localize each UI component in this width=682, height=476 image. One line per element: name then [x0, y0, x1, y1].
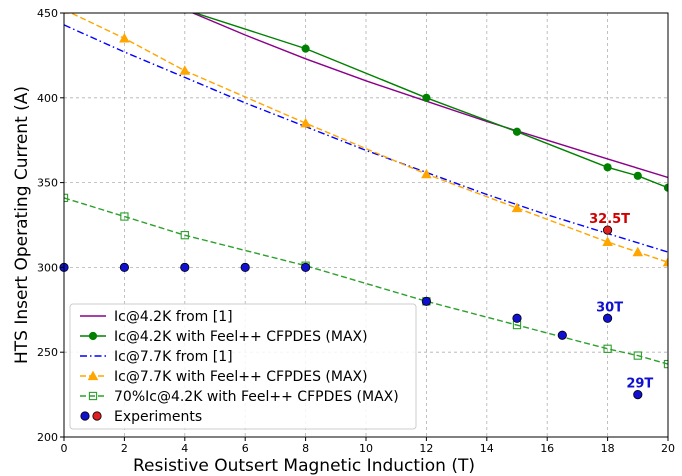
legend-label-2: Ic@4.2K with Feel++ CFPDES (MAX) — [114, 329, 368, 345]
series-2-point — [512, 127, 522, 136]
y-tick-label: 200 — [37, 431, 58, 444]
x-tick-label: 18 — [601, 442, 615, 455]
experiment-point — [512, 313, 522, 323]
series-4-point — [179, 65, 191, 75]
annotation-label: 30T — [596, 300, 623, 315]
series-5-point — [663, 359, 668, 369]
legend-box — [69, 303, 417, 430]
annotation-label: 29T — [626, 377, 653, 392]
series-2-point — [422, 93, 431, 102]
legend-marker-experiments-red — [92, 411, 102, 421]
legend-marker-2 — [88, 331, 98, 341]
series-2-point — [663, 183, 668, 192]
series-line-1 — [191, 13, 668, 179]
series-5-point — [603, 344, 612, 353]
y-tick-label: 350 — [37, 177, 58, 190]
x-tick-label: 0 — [61, 442, 68, 455]
series-4-point — [119, 33, 130, 43]
experiment-point — [119, 262, 130, 272]
series-4-point — [300, 117, 311, 128]
experiment-point — [180, 262, 190, 272]
experiment-point — [300, 262, 311, 272]
series-2-point — [633, 171, 642, 180]
legend-label-5: 70%Ic@4.2K with Feel++ CFPDES (MAX) — [114, 389, 399, 405]
legend-label-experiments: Experiments — [114, 409, 202, 425]
series-line-3 — [64, 24, 668, 253]
legend-items: Ic@4.2K from [1] Ic@4.2K with Feel++ CFPD… — [80, 309, 399, 421]
series-5-point — [120, 212, 129, 221]
x-axis-ticks: 0 2 4 6 8 10 12 14 16 18 20 — [61, 437, 675, 455]
series-layer — [64, 13, 668, 369]
experiment-point — [633, 389, 643, 400]
series-4-point — [662, 256, 668, 267]
series-4-point — [421, 168, 432, 179]
legend-label-1: Ic@4.2K from [1] — [114, 309, 233, 325]
y-tick-label: 400 — [37, 92, 58, 105]
experiment-point — [421, 296, 431, 306]
series-line-5 — [64, 197, 668, 365]
experiment-point — [557, 330, 567, 340]
experiment-point — [602, 225, 613, 235]
y-axis-title: HTS Insert Operating Current (A) — [12, 86, 32, 364]
series-5-point — [633, 351, 642, 360]
legend-marker-experiments-blue — [80, 411, 90, 421]
x-tick-label: 20 — [661, 442, 675, 455]
x-tick-label: 16 — [540, 442, 554, 455]
x-axis-title: Resistive Outsert Magnetic Induction (T) — [133, 456, 475, 476]
series-4-point — [511, 202, 523, 213]
series-4-point — [602, 236, 613, 247]
series-2-point — [603, 163, 612, 172]
series-4-point — [632, 246, 644, 257]
series-2-point — [301, 44, 310, 53]
legend-marker-5 — [88, 391, 98, 401]
x-tick-label: 10 — [359, 442, 373, 455]
annotations: 32.5T 30T 29T — [589, 212, 653, 392]
series-5-point — [180, 231, 189, 240]
y-tick-label: 300 — [37, 261, 58, 274]
x-tick-label: 12 — [419, 442, 433, 455]
x-tick-label: 6 — [242, 442, 249, 455]
x-tick-label: 14 — [480, 442, 494, 455]
legend-marker-4 — [87, 370, 99, 381]
experiment-point — [240, 262, 250, 272]
x-tick-label: 2 — [121, 442, 128, 455]
legend: Ic@4.2K from [1] Ic@4.2K with Feel++ CFPD… — [69, 303, 417, 430]
x-tick-label: 4 — [181, 442, 188, 455]
legend-label-3: Ic@7.7K from [1] — [114, 349, 233, 365]
annotation-label: 32.5T — [589, 212, 630, 227]
y-axis-ticks: 200 250 300 350 400 450 — [37, 7, 64, 444]
experiment-point — [602, 313, 613, 323]
legend-label-4: Ic@7.7K with Feel++ CFPDES (MAX) — [114, 369, 368, 385]
y-tick-label: 450 — [37, 7, 58, 20]
y-tick-label: 250 — [37, 346, 58, 359]
x-tick-label: 8 — [302, 442, 309, 455]
